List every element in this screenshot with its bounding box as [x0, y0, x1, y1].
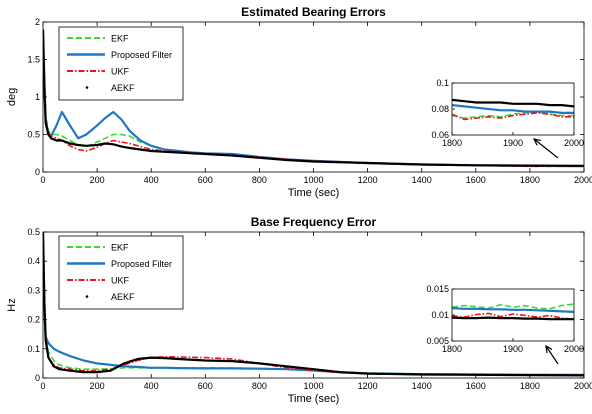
y-tick-label: 0: [35, 167, 40, 177]
x-tick-label: 1800: [520, 175, 540, 185]
inset-series-group: [452, 303, 574, 321]
series-line-ekf: [43, 29, 584, 168]
inset-x-tick-label: 2000: [564, 138, 584, 148]
inset-x-tick-label: 1900: [503, 138, 523, 148]
inset-series-line-proposed: [452, 307, 574, 313]
x-tick-label: 1200: [358, 381, 378, 391]
x-tick-label: 800: [252, 175, 267, 185]
x-tick-label: 400: [144, 381, 159, 391]
y-axis-label: Hz: [6, 298, 18, 311]
x-tick-label: 200: [90, 381, 105, 391]
legend-label-aekf: AEKF: [111, 83, 135, 93]
y-tick-label: 0.3: [27, 285, 40, 295]
legend-label-ekf: EKF: [111, 34, 129, 44]
chart-title: Estimated Bearing Errors: [241, 5, 386, 19]
inset-series-line-aekf: [452, 316, 574, 321]
series-group: [43, 232, 584, 377]
y-tick-label: 0.4: [27, 256, 40, 266]
inset-x-tick-label: 1800: [442, 344, 462, 354]
series-line-aekf: [43, 29, 584, 167]
x-tick-label: 1600: [466, 381, 486, 391]
y-tick-label: 0.1: [27, 344, 40, 354]
inset-arrow-head: [532, 138, 541, 146]
x-tick-label: 800: [252, 381, 267, 391]
inset-x-tick-label: 1800: [442, 138, 462, 148]
legend-label-ekf: EKF: [111, 243, 129, 253]
y-tick-label: 0: [35, 373, 40, 383]
x-axis-label: Time (sec): [288, 187, 340, 199]
x-tick-label: 1600: [466, 175, 486, 185]
y-tick-label: 1: [35, 92, 40, 102]
x-tick-label: 1400: [412, 381, 432, 391]
inset-y-tick-label: 0.08: [431, 104, 449, 114]
legend-label-ukf: UKF: [111, 67, 130, 77]
inset-arrow-head: [545, 344, 553, 354]
plot-frame: [42, 231, 585, 379]
legend-marker-aekf: [85, 295, 89, 298]
chart-title: Base Frequency Error: [251, 215, 377, 229]
x-tick-label: 1800: [520, 381, 540, 391]
series-group: [43, 29, 584, 168]
legend-label-proposed: Proposed Filter: [111, 259, 172, 269]
inset-y-tick-label: 0.005: [426, 336, 449, 346]
series-line-ukf: [43, 29, 584, 168]
y-tick-label: 0.5: [27, 130, 40, 140]
inset-series-line-ekf: [452, 110, 574, 119]
inset-plot: 1800 1900 2000 0.005 0.01 0.015: [426, 284, 584, 354]
legend: EKF Proposed Filter UKF AEKF: [58, 26, 184, 101]
y-axis-label: deg: [6, 88, 18, 106]
inset-series-line-ekf: [452, 303, 574, 310]
legend-label-ukf: UKF: [111, 276, 130, 286]
y-tick-label: 0.5: [27, 227, 40, 237]
x-tick-label: 600: [198, 175, 213, 185]
legend-marker-aekf: [85, 86, 89, 89]
inset-background: [452, 289, 574, 341]
inset-x-tick-label: 1900: [503, 344, 523, 354]
x-tick-label: 0: [40, 175, 45, 185]
inset-y-tick-label: 0.06: [431, 130, 449, 140]
inset-background: [452, 83, 574, 135]
x-tick-label: 2000: [574, 175, 592, 185]
inset-y-tick-label: 0.015: [426, 284, 449, 294]
legend-box: [58, 235, 184, 310]
legend-label-proposed: Proposed Filter: [111, 50, 172, 60]
y-tick-label: 0.2: [27, 315, 40, 325]
y-tick-label: 1.5: [27, 55, 40, 65]
inset-series-line-ukf: [452, 112, 574, 121]
x-tick-label: 2000: [574, 381, 592, 391]
inset-series-line-proposed: [452, 104, 574, 115]
inset-series-line-aekf: [452, 98, 574, 108]
x-tick-label: 600: [198, 381, 213, 391]
inset-series-group: [452, 98, 574, 121]
x-tick-label: 1200: [358, 175, 378, 185]
y-tick-label: 2: [35, 17, 40, 27]
legend: EKF Proposed Filter UKF AEKF: [58, 235, 184, 310]
x-tick-label: 200: [90, 175, 105, 185]
x-tick-label: 1400: [412, 175, 432, 185]
inset-arrow: [545, 345, 559, 365]
inset-y-tick-label: 0.1: [436, 78, 449, 88]
inset-series-line-ukf: [452, 312, 574, 320]
inset-arrow: [533, 138, 559, 159]
x-tick-label: 0: [40, 381, 45, 391]
chart-2: Base Frequency Error Time (sec) Hz 0 200 400 6…: [6, 215, 592, 405]
inset-x-tick-label: 2000: [564, 344, 584, 354]
x-tick-label: 1000: [303, 175, 323, 185]
inset-plot: 1800 1900 2000 0.06 0.08 0.1: [431, 78, 584, 148]
x-axis-label: Time (sec): [288, 393, 340, 405]
inset-y-tick-label: 0.01: [431, 310, 449, 320]
plot-frame: [42, 21, 585, 173]
x-tick-label: 1000: [303, 381, 323, 391]
x-tick-label: 400: [144, 175, 159, 185]
legend-label-aekf: AEKF: [111, 292, 135, 302]
series-line-aekf: [43, 232, 584, 377]
legend-box: [58, 26, 184, 101]
